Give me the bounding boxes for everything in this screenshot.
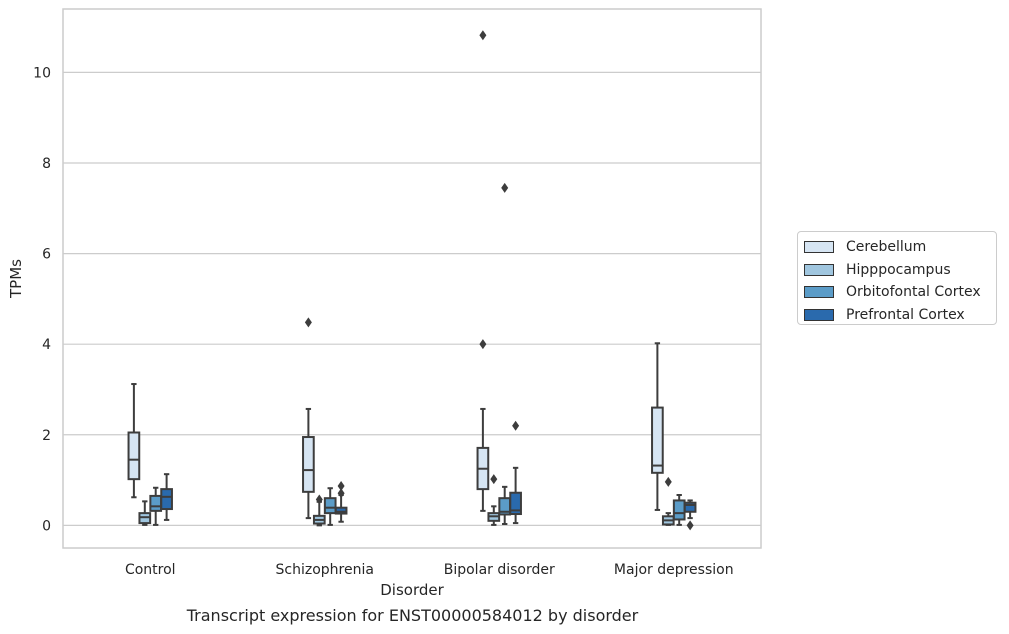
outlier-point — [479, 30, 487, 41]
legend-item: Prefrontal Cortex — [804, 304, 990, 327]
x-axis-label: Disorder — [380, 581, 444, 599]
plot-frame — [62, 8, 762, 549]
box-2-0 — [476, 30, 490, 512]
legend: Cerebellum Hipppocampus Orbitofontal Corte… — [797, 231, 997, 325]
outlier-point — [490, 474, 498, 485]
outlier-point — [501, 182, 509, 193]
outlier-point — [315, 494, 323, 505]
legend-label: Cerebellum — [846, 239, 927, 256]
y-tick-label: 0 — [42, 518, 51, 534]
outlier-point — [304, 317, 312, 328]
box-1-1 — [312, 494, 326, 527]
iqr-box — [672, 499, 686, 521]
box-0-3 — [160, 473, 173, 521]
legend-item: Hipppocampus — [804, 259, 990, 282]
box-2-3 — [509, 420, 522, 525]
legend-label: Prefrontal Cortex — [846, 306, 965, 323]
iqr-box — [323, 497, 337, 515]
legend-swatch — [804, 286, 834, 299]
legend-label: Orbitofontal Cortex — [846, 284, 981, 301]
x-tick-label: Major depression — [614, 562, 734, 578]
outlier-point — [512, 420, 520, 431]
box-3-1 — [661, 476, 675, 526]
legend-label: Hipppocampus — [846, 261, 951, 278]
iqr-box — [160, 488, 173, 511]
chart-caption: Transcript expression for ENST0000058401… — [186, 606, 639, 625]
legend-swatch — [804, 263, 834, 276]
x-tick-label: Bipolar disorder — [444, 562, 555, 578]
iqr-box — [651, 406, 664, 474]
y-tick-labels: 0 2 4 6 8 10 — [33, 65, 51, 534]
boxes — [127, 30, 697, 531]
box-3-3 — [683, 499, 697, 531]
iqr-box — [509, 491, 522, 516]
legend-swatch — [804, 308, 834, 321]
y-tick-label: 4 — [42, 337, 51, 353]
legend-item: Orbitofontal Cortex — [804, 281, 990, 304]
iqr-box — [302, 436, 315, 493]
y-axis-label: TPMs — [7, 259, 25, 299]
iqr-box — [149, 494, 163, 512]
x-tick-labels: Control Schizophrenia Bipolar disorder Majo… — [125, 562, 734, 578]
x-tick-label: Schizophrenia — [276, 562, 374, 578]
box-1-3 — [334, 480, 348, 523]
outlier-point — [479, 339, 487, 350]
box-3-0 — [651, 342, 664, 511]
box-3-2 — [672, 494, 686, 526]
iqr-box — [334, 506, 348, 515]
x-tick-label: Control — [125, 562, 176, 578]
box-2-2 — [498, 182, 512, 525]
iqr-box — [683, 501, 697, 513]
box-1-2 — [323, 487, 337, 526]
gridlines — [63, 71, 761, 526]
outlier-point — [337, 480, 345, 491]
y-tick-label: 6 — [42, 247, 51, 263]
box-2-1 — [487, 474, 501, 526]
box-0-0 — [127, 383, 141, 499]
outlier-point — [686, 520, 694, 531]
legend-item: Cerebellum — [804, 236, 990, 259]
box-0-1 — [138, 500, 152, 526]
box-0-2 — [149, 486, 163, 526]
outlier-point — [337, 488, 345, 499]
legend-swatch — [804, 241, 834, 254]
outlier-point — [664, 476, 672, 487]
iqr-box — [127, 431, 141, 481]
box-1-0 — [302, 317, 315, 520]
y-tick-label: 10 — [33, 65, 51, 81]
y-tick-label: 2 — [42, 428, 51, 444]
y-tick-label: 8 — [42, 156, 51, 172]
